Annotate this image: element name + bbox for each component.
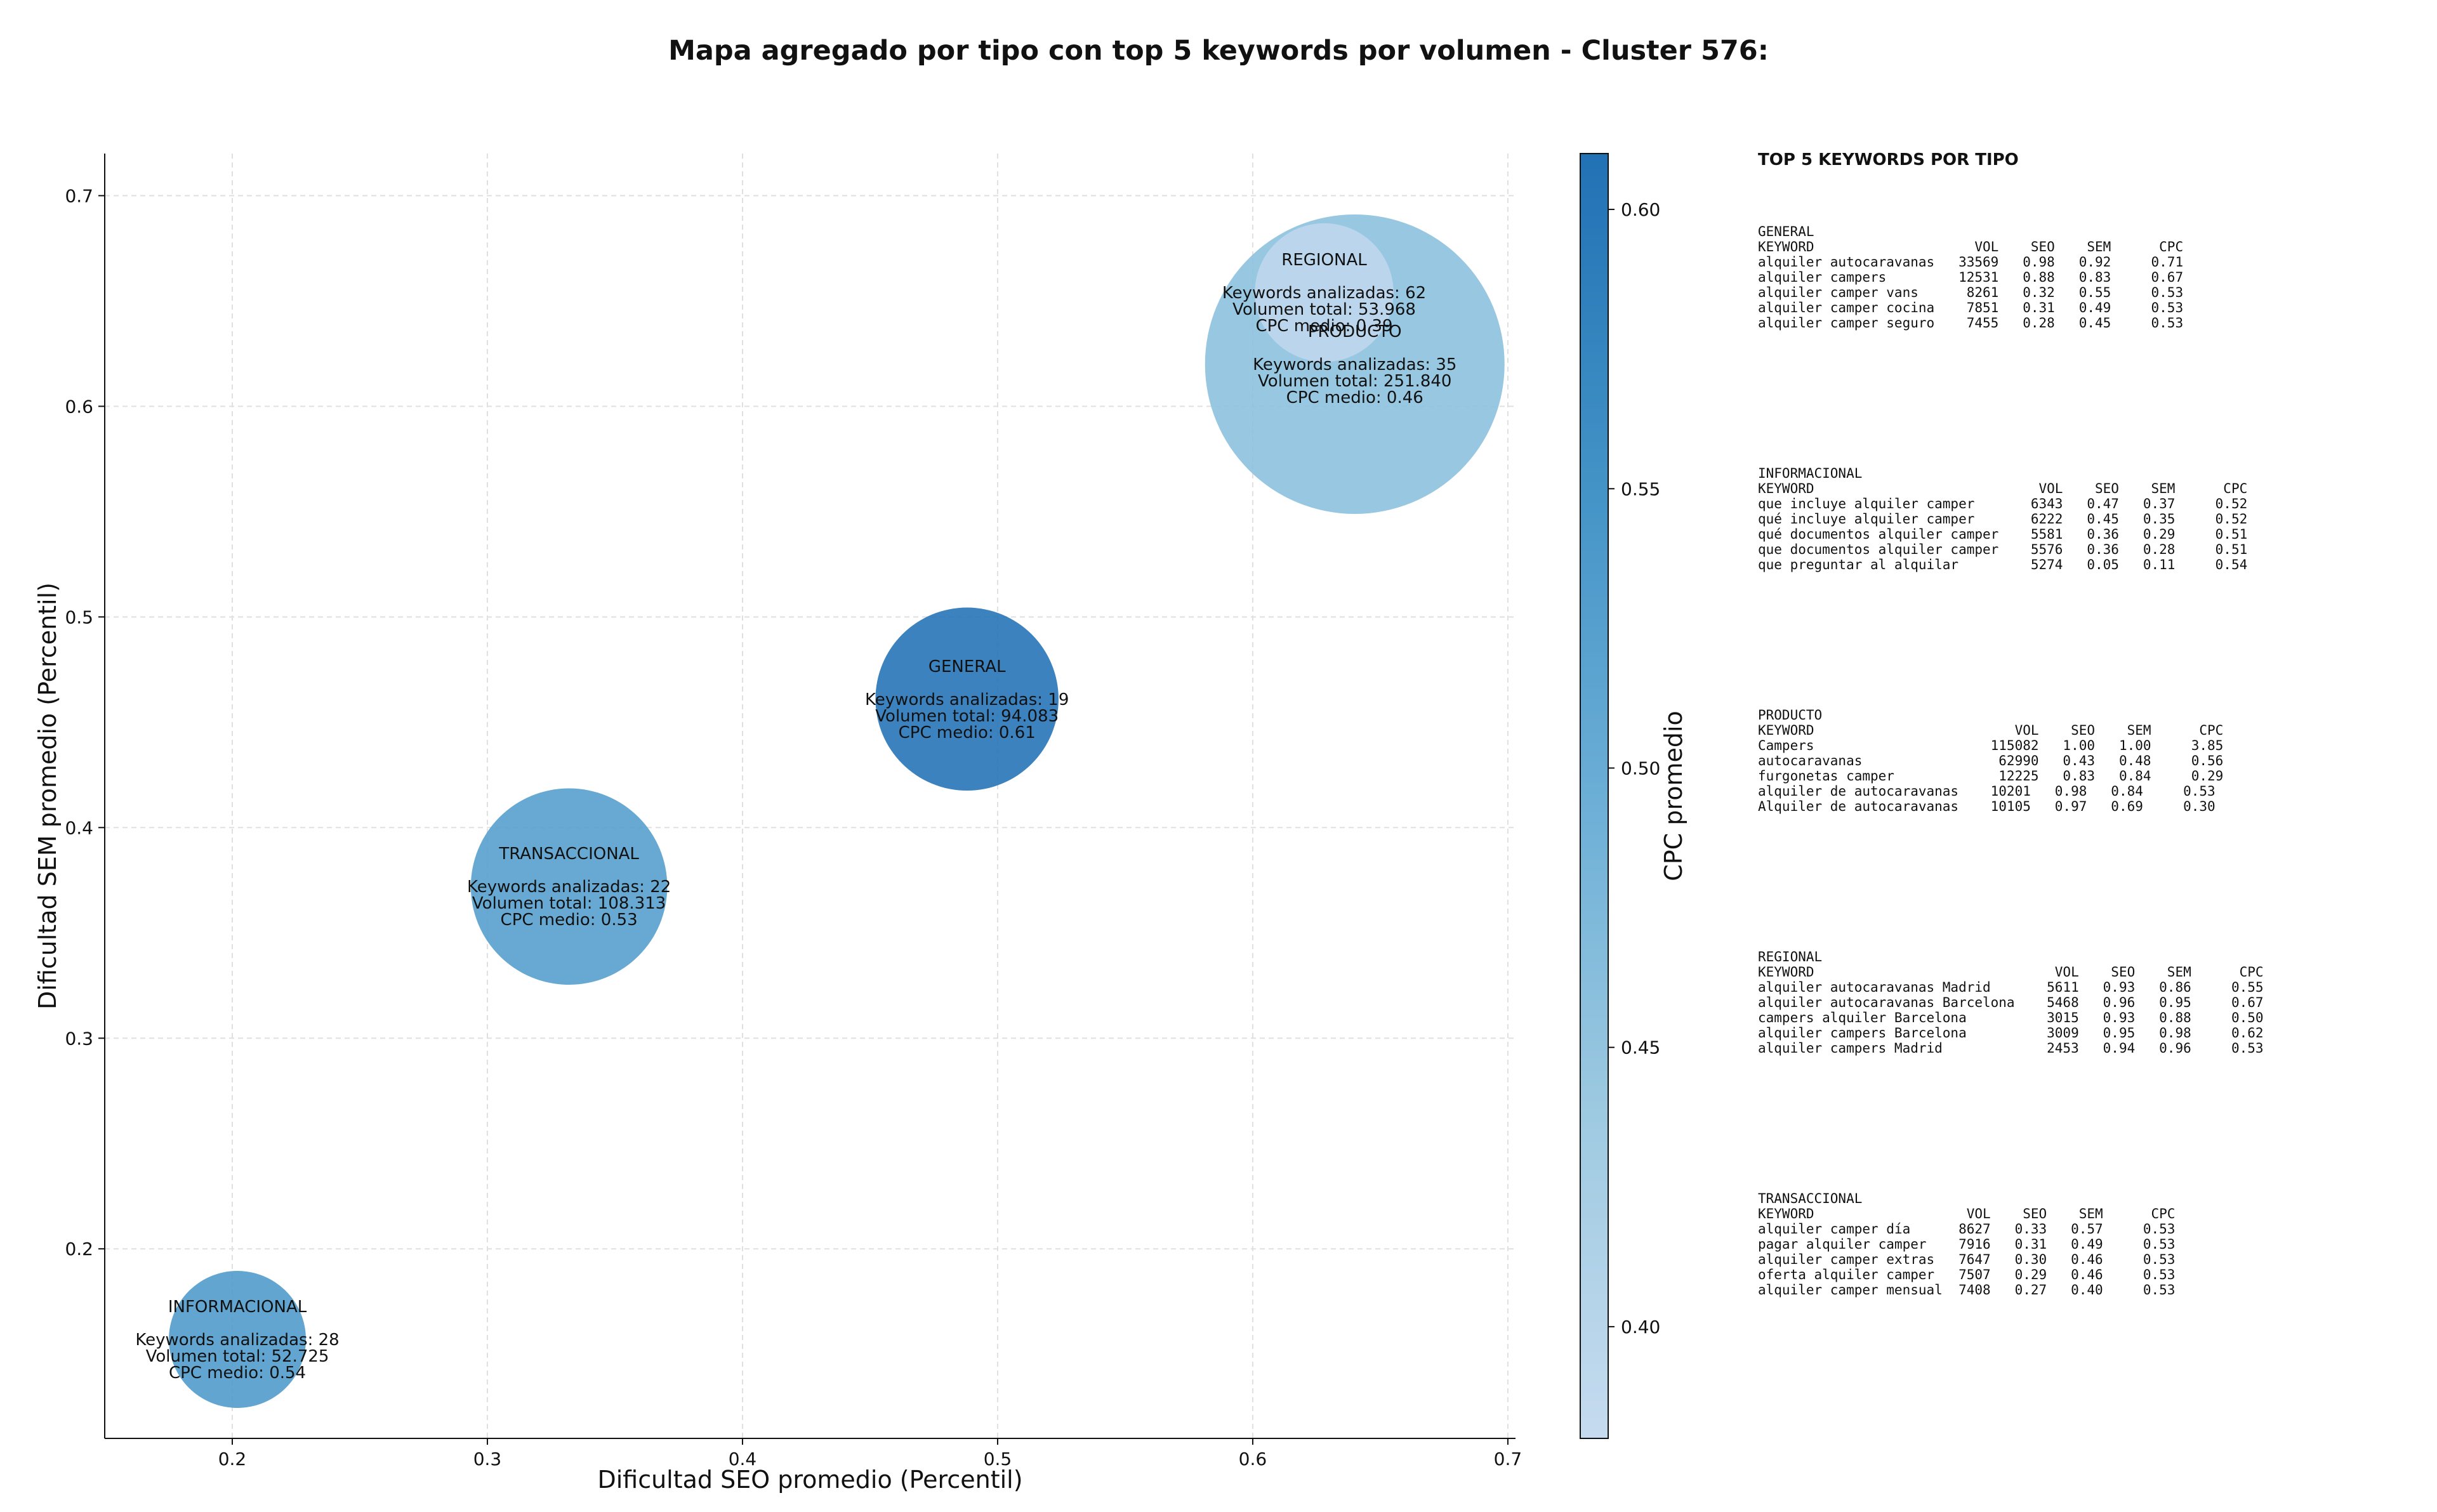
x-axis-label: Dificultad SEO promedio (Percentil) [597,1466,1022,1494]
bubble-label-general: GENERAL [928,657,1006,676]
keyword-table-text: REGIONAL KEYWORD VOL SEO SEM CPC alquile… [1758,949,2264,1056]
bubble-label-regional: CPC medio: 0.39 [1255,317,1392,336]
top-keywords-panel: TOP 5 KEYWORDS POR TIPO GENERAL KEYWORD … [1758,150,2393,1433]
y-tick-label: 0.3 [65,1028,93,1049]
x-tick-label: 0.7 [1494,1449,1522,1469]
bubble-label-transaccional: Volumen total: 108.313 [472,894,666,913]
bubble-label-transaccional: TRANSACCIONAL [498,845,639,864]
colorbar-tick-label: 0.45 [1621,1037,1660,1058]
bubble-general [875,607,1059,791]
chart-title: Mapa agregado por tipo con top 5 keyword… [668,35,1769,67]
colorbar-tick-label: 0.55 [1621,478,1660,499]
y-tick-label: 0.7 [65,185,93,206]
bubble-label-producto: PRODUCTO [1308,322,1402,341]
bubble-informacional [169,1270,307,1408]
colorbar: 0.40 0.45 0.50 0.55 0.60 CPC promedio [1580,153,1687,1439]
colorbar-gradient [1580,153,1609,1439]
keyword-table-text: PRODUCTO KEYWORD VOL SEO SEM CPC Campers… [1758,707,2224,814]
bubble-label-transaccional: CPC medio: 0.53 [501,910,638,930]
keyword-table-text: TRANSACCIONAL KEYWORD VOL SEO SEM CPC al… [1758,1191,2176,1298]
colorbar-label: CPC promedio [1660,711,1687,881]
x-tick-label: 0.6 [1239,1449,1267,1469]
bubble-regional [1255,223,1394,362]
keyword-table-text: INFORMACIONAL KEYWORD VOL SEO SEM CPC qu… [1758,466,2248,572]
y-tick-label: 0.4 [65,817,93,838]
keyword-table-transaccional: TRANSACCIONAL KEYWORD VOL SEO SEM CPC al… [1758,1191,2393,1298]
keyword-table-text: GENERAL KEYWORD VOL SEO SEM CPC alquiler… [1758,224,2184,331]
bubble-label-informacional: Volumen total: 52.725 [146,1347,329,1366]
bubble-label-informacional: INFORMACIONAL [168,1298,307,1317]
y-axis-label: Dificultad SEM promedio (Percentil) [34,582,62,1009]
bubble-label-general: Keywords analizadas: 19 [865,690,1069,709]
keyword-table-regional: REGIONAL KEYWORD VOL SEO SEM CPC alquile… [1758,949,2393,1056]
bubble-label-regional: REGIONAL [1281,251,1367,270]
x-tick-label: 0.5 [984,1449,1012,1469]
bubble-label-regional: Keywords analizadas: 62 [1222,284,1426,303]
x-tick-label: 0.4 [729,1449,757,1469]
bubble-label-regional: Volumen total: 53.968 [1232,300,1416,319]
top-keywords-title: TOP 5 KEYWORDS POR TIPO [1758,150,2019,169]
colorbar-tick-label: 0.60 [1621,199,1660,220]
bubble-label-general: Volumen total: 94.083 [875,707,1059,726]
axes: 0.2 0.3 0.4 0.5 0.6 0.7 0.2 0.3 0.4 0.5 0.6 0.7 Difi… [34,154,1522,1494]
bubble-label-informacional: CPC medio: 0.54 [169,1364,306,1383]
y-tick-label: 0.6 [65,396,93,417]
bubble-label-producto: CPC medio: 0.46 [1286,388,1423,407]
bubble-label-transaccional: Keywords analizadas: 22 [467,878,671,897]
bubble-label-informacional: Keywords analizadas: 28 [135,1331,339,1350]
keyword-table-producto: PRODUCTO KEYWORD VOL SEO SEM CPC Campers… [1758,707,2393,814]
bubble-label-general: CPC medio: 0.61 [899,723,1036,742]
y-tick-label: 0.2 [65,1239,93,1259]
bubble-label-producto: Volumen total: 251.840 [1258,372,1451,391]
x-tick-label: 0.2 [218,1449,247,1469]
y-tick-label: 0.5 [65,607,93,628]
colorbar-tick-label: 0.50 [1621,758,1660,779]
keyword-table-informacional: INFORMACIONAL KEYWORD VOL SEO SEM CPC qu… [1758,466,2393,572]
bubble-transaccional [470,788,668,985]
x-tick-label: 0.3 [473,1449,502,1469]
bubble-label-producto: Keywords analizadas: 35 [1253,355,1456,374]
colorbar-tick-label: 0.40 [1621,1317,1660,1338]
keyword-table-general: GENERAL KEYWORD VOL SEO SEM CPC alquiler… [1758,224,2393,331]
